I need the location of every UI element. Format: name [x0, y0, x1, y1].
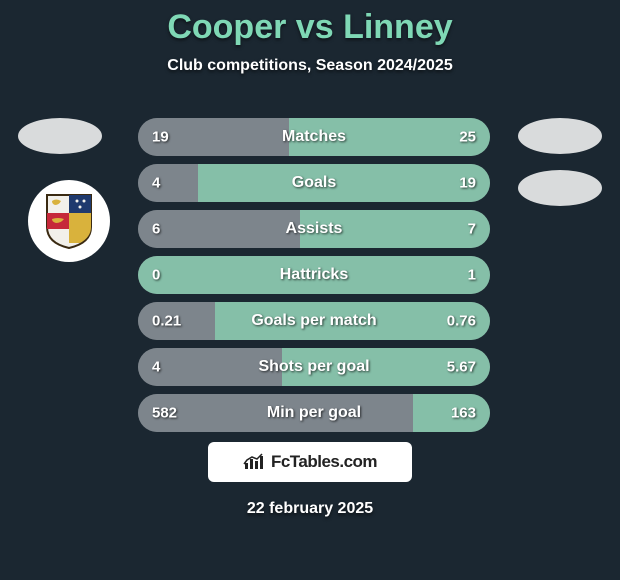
- shield-icon: [44, 193, 94, 249]
- vs-text: vs: [296, 8, 334, 46]
- comparison-card: Cooper vs Linney Club competitions, Seas…: [0, 0, 620, 580]
- stat-label: Matches: [138, 128, 490, 146]
- stat-label: Goals: [138, 174, 490, 192]
- stat-value-right: 19: [459, 175, 476, 192]
- stat-row-min-per-goal: 582 Min per goal 163: [138, 394, 490, 432]
- stat-label: Assists: [138, 220, 490, 238]
- source-logo: FcTables.com: [208, 442, 412, 482]
- stat-row-hattricks: 0 Hattricks 1: [138, 256, 490, 294]
- stats-table: 19 Matches 25 4 Goals 19 6 Assists 7 0 H…: [138, 118, 490, 440]
- stat-label: Min per goal: [138, 404, 490, 422]
- stat-label: Hattricks: [138, 266, 490, 284]
- chart-icon: [243, 453, 265, 471]
- logo-text: FcTables.com: [271, 452, 377, 472]
- title: Cooper vs Linney: [0, 0, 620, 47]
- stat-row-shots-per-goal: 4 Shots per goal 5.67: [138, 348, 490, 386]
- stat-value-right: 163: [451, 405, 476, 422]
- player2-name: Linney: [343, 8, 453, 46]
- stat-label: Shots per goal: [138, 358, 490, 376]
- stat-row-assists: 6 Assists 7: [138, 210, 490, 248]
- stat-row-goals-per-match: 0.21 Goals per match 0.76: [138, 302, 490, 340]
- stat-value-right: 25: [459, 129, 476, 146]
- stat-row-matches: 19 Matches 25: [138, 118, 490, 156]
- date-label: 22 february 2025: [0, 500, 620, 518]
- player1-club-badge: [28, 180, 110, 262]
- stat-value-right: 5.67: [447, 359, 476, 376]
- player1-photo-placeholder: [18, 118, 102, 154]
- subtitle: Club competitions, Season 2024/2025: [0, 57, 620, 75]
- player1-name: Cooper: [167, 8, 286, 46]
- player2-club-placeholder: [518, 170, 602, 206]
- stat-label: Goals per match: [138, 312, 490, 330]
- stat-row-goals: 4 Goals 19: [138, 164, 490, 202]
- stat-value-right: 1: [468, 267, 476, 284]
- stat-value-right: 7: [468, 221, 476, 238]
- stat-value-right: 0.76: [447, 313, 476, 330]
- player2-photo-placeholder: [518, 118, 602, 154]
